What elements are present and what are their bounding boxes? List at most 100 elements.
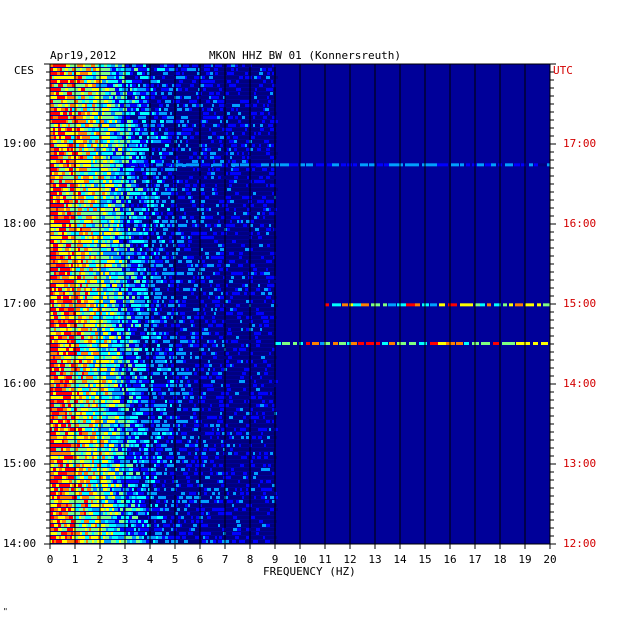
heatmap-cell	[81, 276, 83, 279]
heatmap-cell	[154, 192, 156, 195]
heatmap-cell	[166, 120, 169, 123]
heatmap-cell	[115, 288, 119, 291]
heatmap-cell	[130, 260, 132, 263]
heatmap-cell	[236, 112, 238, 115]
heatmap-cell	[134, 68, 138, 71]
heatmap-cell	[247, 88, 251, 91]
heatmap-cell	[219, 96, 223, 99]
heatmap-cell	[252, 168, 255, 171]
heatmap-cell	[154, 200, 156, 203]
heatmap-cell	[232, 264, 235, 267]
heatmap-cell	[82, 312, 84, 315]
heatmap-cell	[226, 308, 230, 311]
heatmap-cell	[243, 192, 246, 195]
heatmap-cell	[58, 304, 61, 307]
heatmap-cell	[106, 268, 109, 271]
heatmap-cell	[64, 280, 68, 283]
heatmap-cell	[168, 216, 172, 219]
heatmap-cell	[89, 236, 92, 239]
heatmap-cell	[220, 296, 224, 299]
heatmap-cell	[114, 216, 116, 219]
heatmap-cell	[200, 308, 203, 311]
heatmap-cell	[95, 292, 98, 295]
heatmap-cell	[167, 88, 169, 91]
heatmap-cell	[130, 320, 132, 323]
heatmap-cell	[95, 176, 98, 179]
heatmap-cell	[135, 284, 137, 287]
heatmap-cell	[262, 212, 265, 215]
heatmap-cell	[152, 232, 154, 235]
heatmap-cell	[202, 288, 206, 291]
heatmap-cell	[58, 284, 60, 287]
heatmap-cell	[221, 232, 225, 235]
heatmap-cell	[234, 140, 237, 143]
heatmap-cell	[260, 112, 262, 115]
heatmap-cell	[127, 120, 131, 123]
heatmap-cell	[226, 104, 230, 107]
heatmap-cell	[230, 200, 234, 203]
heatmap-cell	[167, 208, 170, 211]
heatmap-cell	[139, 204, 143, 207]
heatmap-cell	[254, 212, 257, 215]
heatmap-cell	[269, 320, 272, 323]
heatmap-cell	[216, 208, 219, 211]
heatmap-cell	[147, 72, 150, 75]
heatmap-cell	[136, 64, 140, 67]
heatmap-cell	[265, 120, 267, 123]
heatmap-cell	[75, 136, 77, 139]
heatmap-cell	[72, 72, 74, 75]
heatmap-cell	[204, 176, 207, 179]
heatmap-cell	[60, 264, 63, 267]
heatmap-cell	[70, 284, 74, 287]
heatmap-cell	[256, 276, 259, 279]
heatmap-cell	[234, 272, 237, 275]
heatmap-cell	[266, 300, 269, 303]
heatmap-cell	[129, 160, 132, 163]
heatmap-cell	[196, 92, 198, 95]
heatmap-cell	[78, 252, 81, 255]
heatmap-cell	[210, 168, 212, 171]
heatmap-cell	[50, 88, 54, 91]
heatmap-cell	[61, 188, 63, 191]
heatmap-cell	[198, 88, 200, 91]
heatmap-cell	[141, 320, 145, 323]
heatmap-cell	[264, 140, 267, 143]
heatmap-cell	[240, 312, 243, 315]
heatmap-cell	[234, 292, 237, 295]
heatmap-cell	[197, 156, 199, 159]
heatmap-cell	[122, 260, 125, 263]
heatmap-cell	[200, 272, 202, 275]
heatmap-cell	[246, 256, 249, 259]
heatmap-cell	[137, 152, 139, 155]
heatmap-cell	[64, 284, 68, 287]
heatmap-cell	[187, 84, 190, 87]
heatmap-cell	[220, 236, 223, 239]
heatmap-cell	[243, 180, 247, 183]
heatmap-cell	[214, 68, 218, 71]
heatmap-cell	[70, 76, 74, 79]
heatmap-cell	[79, 84, 81, 87]
heatmap-cell	[111, 184, 114, 187]
heatmap-cell	[93, 204, 95, 207]
heatmap-cell	[257, 88, 260, 91]
heatmap-cell	[150, 264, 154, 267]
heatmap-cell	[131, 276, 133, 279]
heatmap-cell	[118, 220, 120, 223]
heatmap-cell	[144, 208, 146, 211]
heatmap-cell	[93, 76, 96, 79]
heatmap-cell	[50, 212, 52, 215]
heatmap-cell	[254, 296, 258, 299]
heatmap-cell	[120, 320, 122, 323]
heatmap-cell	[69, 296, 71, 299]
heatmap-cell	[195, 324, 199, 327]
heatmap-cell	[163, 268, 167, 271]
heatmap-cell	[122, 152, 124, 155]
heatmap-cell	[60, 244, 63, 247]
heatmap-cell	[78, 200, 80, 203]
heatmap-cell	[75, 236, 79, 239]
heatmap-cell	[66, 276, 69, 279]
heatmap-cell	[59, 228, 63, 231]
heatmap-cell	[132, 320, 134, 323]
heatmap-cell	[240, 140, 243, 143]
heatmap-cell	[144, 292, 148, 295]
